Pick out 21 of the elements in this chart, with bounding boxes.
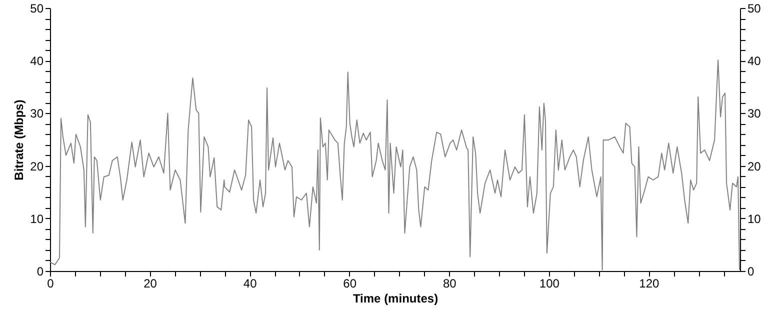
y2-tick-label: 50 [748, 2, 762, 16]
y2-tick-label: 10 [748, 212, 762, 226]
y2-tick-label: 40 [748, 54, 762, 68]
x-tick-label: 40 [243, 276, 258, 290]
x-tick-label: 100 [539, 276, 560, 290]
x-tick-label: 0 [47, 276, 54, 290]
y2-tick-label: 30 [748, 106, 762, 121]
y2-tick-label: 20 [748, 159, 762, 174]
x-tick-label: 20 [144, 276, 158, 290]
x-tick-label: 60 [343, 276, 357, 290]
y-tick-label: 0 [36, 264, 44, 278]
y2-tick-label: 0 [748, 264, 754, 278]
y-tick-label: 30 [30, 106, 44, 121]
x-tick-label: 80 [442, 276, 457, 290]
y-tick-label: 50 [30, 2, 44, 16]
y-axis-title: Bitrate (Mbps) [12, 100, 26, 180]
y-tick-label: 40 [30, 54, 44, 68]
y-tick-label: 20 [30, 159, 44, 174]
x-axis-title: Time (minutes) [352, 292, 438, 306]
x-tick-label: 120 [639, 276, 660, 290]
y-tick-label: 10 [30, 212, 44, 226]
